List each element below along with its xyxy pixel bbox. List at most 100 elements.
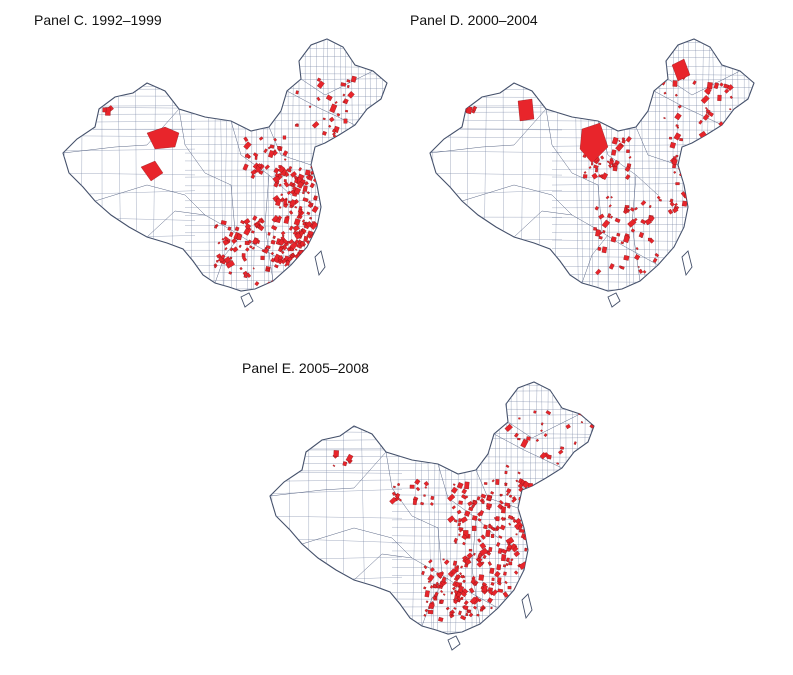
highlighted-county (518, 610, 523, 615)
highlighted-county (702, 113, 710, 121)
highlighted-county (524, 517, 530, 524)
highlighted-county (501, 554, 507, 562)
highlighted-county (457, 585, 464, 593)
highlighted-county (311, 121, 320, 129)
highlighted-county (294, 124, 299, 127)
highlighted-county (618, 139, 621, 143)
highlighted-county (460, 516, 468, 524)
highlighted-county (420, 501, 424, 506)
highlighted-county (290, 254, 294, 259)
highlighted-county (593, 227, 597, 231)
highlighted-county (494, 613, 499, 618)
highlighted-county (506, 605, 515, 615)
highlighted-county (674, 202, 678, 207)
highlighted-county (605, 195, 610, 200)
highlighted-county (294, 232, 302, 240)
highlighted-county (231, 237, 238, 244)
highlighted-county (283, 199, 288, 205)
highlighted-county (310, 253, 315, 257)
highlighted-county (517, 471, 521, 475)
highlighted-county (600, 155, 605, 160)
highlighted-county (394, 492, 401, 499)
highlighted-county (681, 200, 688, 207)
highlighted-county (517, 437, 521, 441)
highlighted-county (490, 491, 495, 495)
highlighted-county (451, 614, 454, 616)
highlighted-county (342, 93, 346, 97)
highlighted-county (556, 462, 560, 465)
highlighted-county (289, 241, 298, 250)
highlighted-county (307, 200, 311, 204)
highlighted-county (606, 160, 610, 164)
highlighted-county (655, 271, 659, 276)
highlighted-county (270, 291, 274, 295)
province-boundary (461, 184, 573, 216)
highlighted-county (560, 446, 565, 450)
highlighted-county (263, 148, 268, 154)
highlighted-county (252, 237, 259, 245)
highlighted-county (267, 232, 271, 236)
highlighted-county (322, 130, 327, 136)
highlighted-county (487, 597, 494, 604)
highlighted-county (322, 117, 326, 121)
highlighted-county (640, 200, 647, 206)
highlighted-county (274, 264, 279, 269)
taiwan-island (521, 593, 533, 620)
highlighted-county (254, 156, 258, 160)
highlighted-county (498, 535, 503, 539)
china-map-panel-c (62, 38, 388, 308)
highlighted-county (473, 552, 476, 556)
highlighted-county (424, 590, 430, 598)
highlighted-county (620, 144, 623, 147)
highlighted-county (275, 198, 282, 207)
highlighted-county (611, 136, 619, 145)
highlighted-county (464, 95, 469, 99)
highlighted-county (428, 580, 431, 583)
highlighted-county (286, 168, 292, 173)
highlighted-county (513, 550, 521, 558)
highlighted-county (713, 82, 720, 90)
highlighted-county (465, 612, 469, 617)
highlighted-county (487, 561, 492, 566)
highlighted-county (220, 254, 226, 260)
highlighted-county (675, 124, 679, 128)
highlighted-county (466, 609, 470, 613)
highlighted-county (528, 531, 534, 537)
highlighted-county (507, 607, 511, 611)
highlighted-county (731, 127, 737, 134)
highlighted-county (271, 214, 279, 223)
highlighted-county (704, 106, 708, 110)
highlighted-county (601, 219, 611, 229)
highlighted-county (344, 109, 349, 113)
highlighted-county (270, 239, 276, 245)
highlighted-county (232, 246, 239, 253)
highlighted-county (423, 586, 427, 590)
highlighted-county (458, 518, 462, 523)
highlighted-county (614, 217, 621, 223)
highlighted-county (346, 79, 351, 83)
highlighted-county (494, 570, 501, 578)
highlighted-county (243, 136, 249, 143)
highlighted-county (430, 495, 435, 501)
province-boundary (513, 210, 573, 238)
highlighted-county (464, 510, 471, 517)
highlighted-county (270, 251, 274, 256)
highlighted-county-large (671, 58, 691, 82)
highlighted-county (496, 611, 502, 616)
highlighted-county (242, 163, 249, 171)
highlighted-county (478, 510, 485, 517)
highlighted-county (634, 254, 641, 261)
highlighted-county (642, 269, 647, 274)
highlighted-county (630, 228, 636, 233)
highlighted-county (705, 108, 711, 114)
highlighted-county (675, 205, 680, 210)
highlighted-county (281, 250, 285, 255)
highlighted-county (471, 525, 477, 531)
highlighted-county (504, 580, 508, 585)
province-boundary (635, 126, 679, 166)
highlighted-county (508, 522, 512, 526)
highlighted-county (507, 541, 510, 546)
highlighted-county (471, 515, 478, 521)
highlighted-county (504, 423, 513, 432)
highlighted-county (342, 461, 348, 467)
